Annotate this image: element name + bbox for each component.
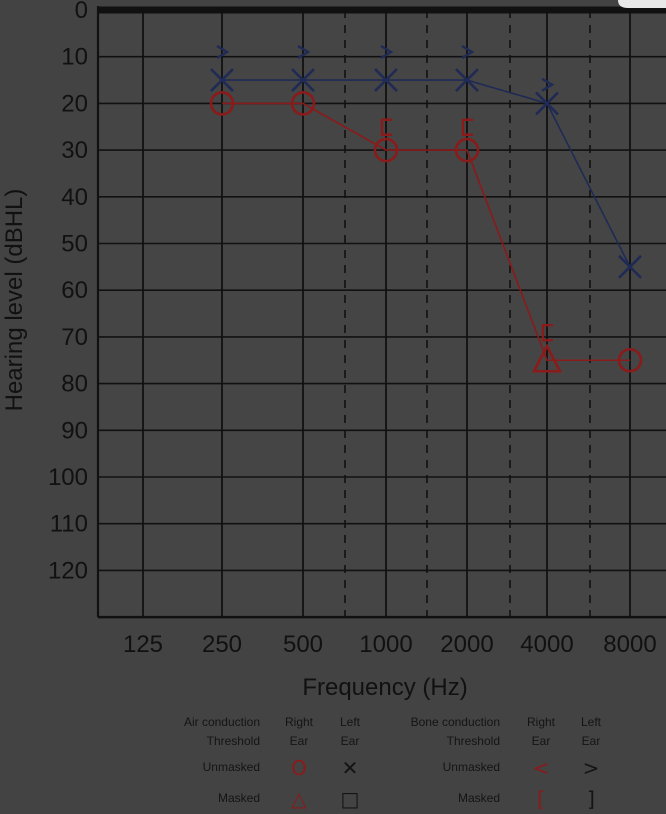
data-point-triangle (531, 343, 563, 373)
legend: Air conduction Threshold Right Ear Left … (184, 715, 602, 811)
legend-bone-right-masked-symbol: [ (537, 787, 545, 811)
data-point-x (374, 68, 398, 92)
grid (96, 6, 666, 619)
legend-air-right-2: Ear (290, 734, 309, 748)
y-tick-label: 80 (61, 371, 88, 398)
y-tick-label: 100 (48, 464, 88, 491)
data-point-x (210, 68, 234, 92)
y-tick-label: 90 (61, 417, 88, 444)
legend-bone-left-1: Left (581, 715, 602, 729)
y-axis-title: Hearing level (dBHL) (1, 189, 28, 412)
data-point-bracket (380, 118, 392, 136)
x-tick-label: 8000 (603, 631, 656, 658)
corner-tab (618, 0, 666, 8)
legend-air-left-unmasked-symbol: ✕ (342, 756, 359, 780)
legend-bone-left-masked-symbol: ] (587, 787, 595, 811)
legend-air-right-masked-symbol: △ (291, 787, 307, 811)
y-tick-label: 20 (61, 90, 88, 117)
data-point-gt (297, 45, 311, 60)
data-point-gt (380, 45, 394, 60)
legend-bone-right-2: Ear (532, 734, 551, 748)
data-point-gt (461, 45, 475, 60)
legend-air-right-unmasked-symbol: O (291, 756, 307, 780)
data-point-bracket (541, 324, 553, 342)
legend-air-left-masked-symbol: □ (341, 787, 360, 811)
data-point-bracket (461, 118, 473, 136)
x-tick-labels: 125 250 500 1000 2000 4000 8000 (123, 631, 657, 658)
legend-air-title-2: Threshold (207, 734, 260, 748)
y-tick-label: 110 (50, 511, 88, 538)
series-markers (209, 45, 643, 373)
legend-air-unmasked: Unmasked (203, 760, 260, 774)
y-tick-labels: 0 10 20 30 40 50 60 70 80 90 100 110 120 (48, 0, 88, 584)
legend-air-left-1: Left (340, 715, 361, 729)
legend-bone-title-2: Threshold (447, 734, 500, 748)
series-line (222, 79, 631, 268)
legend-bone-left-unmasked-symbol: > (583, 756, 600, 780)
x-tick-label: 500 (283, 631, 323, 658)
legend-bone-right-1: Right (527, 715, 556, 729)
legend-bone-masked: Masked (458, 791, 500, 805)
x-tick-label: 250 (202, 631, 242, 658)
data-point-x (291, 68, 315, 92)
x-tick-label: 1000 (359, 631, 412, 658)
y-tick-label: 0 (75, 0, 88, 24)
data-point-x (455, 68, 479, 92)
legend-air-title-1: Air conduction (184, 715, 260, 729)
plot-area (98, 10, 666, 618)
data-point-gt (541, 77, 555, 92)
data-point-circle (290, 91, 316, 116)
y-tick-label: 30 (61, 137, 88, 164)
legend-air-right-1: Right (285, 715, 314, 729)
data-point-x (535, 91, 559, 116)
x-tick-label: 4000 (520, 631, 573, 658)
data-point-circle (373, 137, 399, 163)
data-point-circle (617, 347, 643, 373)
legend-bone-left-2: Ear (582, 734, 601, 748)
series-line (222, 102, 630, 362)
y-tick-label: 120 (48, 557, 88, 584)
legend-bone-title-1: Bone conduction (411, 715, 500, 729)
legend-air-left-2: Ear (341, 734, 360, 748)
legend-air-masked: Masked (218, 791, 260, 805)
data-point-x (618, 254, 642, 279)
y-tick-label: 40 (61, 184, 88, 211)
legend-bone-unmasked: Unmasked (443, 760, 500, 774)
x-tick-label: 125 (123, 631, 163, 658)
y-tick-label: 10 (61, 44, 88, 71)
data-point-circle (209, 91, 235, 116)
legend-bone-right-unmasked-symbol: < (533, 756, 550, 780)
series-lines (222, 79, 631, 362)
x-tick-label: 2000 (440, 631, 493, 658)
x-axis-title: Frequency (Hz) (302, 674, 467, 701)
data-point-gt (216, 45, 230, 60)
y-tick-label: 70 (61, 324, 88, 351)
y-tick-label: 50 (61, 231, 88, 258)
y-tick-label: 60 (61, 277, 88, 304)
data-point-circle (454, 137, 480, 163)
